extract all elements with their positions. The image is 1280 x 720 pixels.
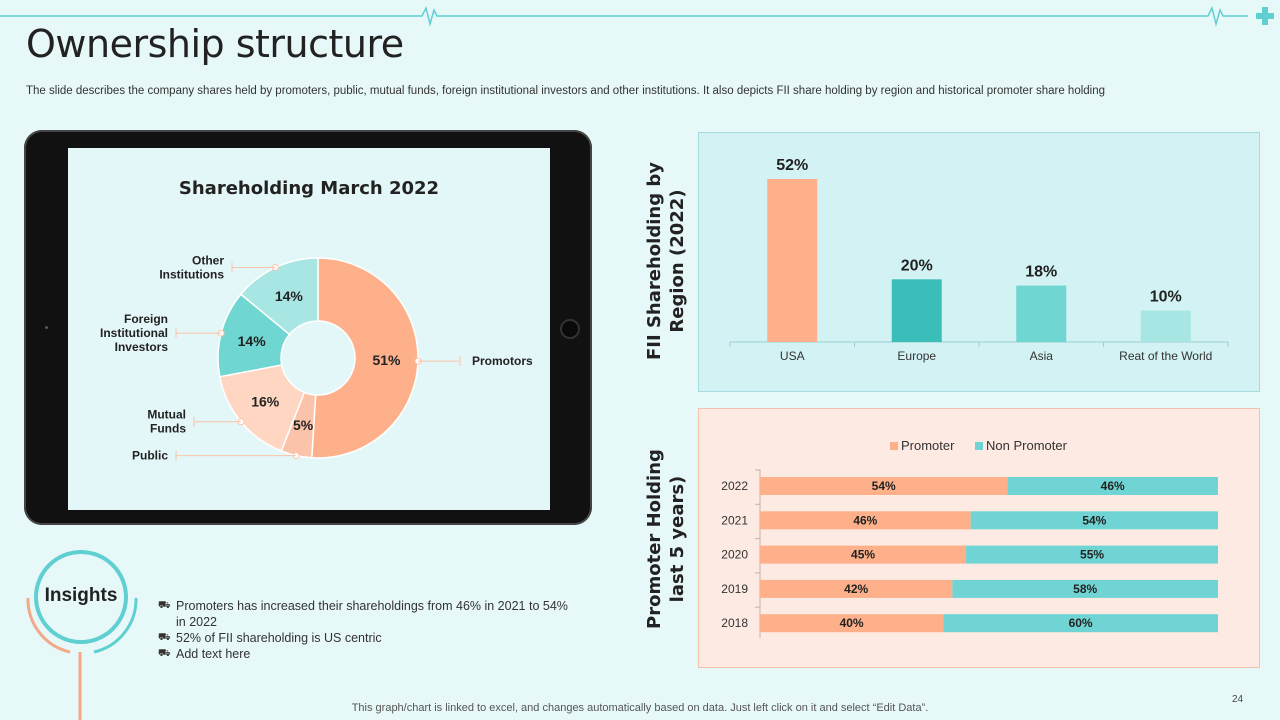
stacked-bar-segment: [760, 614, 944, 633]
pie-category-label: Institutions: [159, 268, 224, 282]
y-tick-label: 2021: [721, 513, 748, 527]
stacked-bar-segment: [952, 579, 1218, 598]
promoter-title-line-1: Promoter Holding: [644, 449, 665, 629]
pie-slice: [310, 257, 419, 459]
stacked-bar-label: 54%: [1082, 513, 1106, 527]
stacked-bar-segment: [760, 579, 953, 598]
x-tick-label: Reat of the World: [1119, 349, 1212, 363]
insight-item: ⛟ Add text here: [158, 646, 578, 662]
pie-chart-title: Shareholding March 2022: [178, 178, 440, 199]
y-tick-label: 2018: [721, 616, 748, 630]
bar-data-label: 18%: [1025, 264, 1057, 281]
pie-category-label: Other: [192, 254, 224, 268]
page-title: Ownership structure: [26, 22, 404, 66]
insights-list: ⛟ Promoters has increased their sharehold…: [158, 598, 578, 662]
insight-text-1: Promoters has increased their shareholdi…: [176, 599, 568, 629]
legend-swatch: [975, 442, 983, 450]
pie-category-label: Foreign: [124, 312, 168, 326]
stacked-bar-label: 46%: [853, 513, 877, 527]
truck-icon: ⛟: [158, 648, 171, 659]
insights-decoration: [26, 597, 138, 720]
stacked-bar-segment: [1007, 477, 1218, 495]
stacked-bar-segment: [966, 545, 1218, 564]
stacked-bar-segment: [970, 511, 1218, 530]
stacked-bar-label: 42%: [844, 582, 868, 596]
insights-badge: [34, 550, 128, 644]
stacked-bar-label: 55%: [1080, 548, 1104, 562]
truck-icon: ⛟: [158, 600, 171, 611]
pie-data-label: 16%: [251, 394, 280, 410]
stacked-bar-segment: [760, 511, 971, 530]
y-tick-label: 2020: [721, 548, 748, 562]
pie-category-label: Investors: [115, 340, 169, 354]
fii-chart-panel: [698, 132, 1260, 392]
stacked-bar-segment: [760, 545, 967, 564]
bar-data-label: 20%: [901, 257, 933, 274]
bar: [767, 179, 818, 342]
fii-title-line-1: FII Shareholding by: [644, 162, 665, 360]
pie-category-label: Institutional: [100, 326, 168, 340]
bar: [1140, 310, 1191, 342]
stacked-bar-segment: [760, 477, 1008, 495]
truck-icon: ⛟: [158, 632, 171, 643]
tablet-camera: [45, 326, 48, 329]
fii-title-line-2: Region (2022): [667, 189, 688, 333]
x-tick-label: Asia: [1030, 349, 1054, 363]
pie-data-label: 51%: [372, 352, 401, 368]
heartbeat-decoration: [0, 5, 1274, 27]
pie-chart[interactable]: 51% 5% 16% 14% 14% Promotors Public MutualFunds…: [68, 148, 550, 510]
legend-label: Promoter: [901, 438, 955, 453]
tablet-home-button: [560, 319, 580, 339]
footer-note: This graph/chart is linked to excel, and…: [351, 702, 929, 714]
stacked-bar-label: 58%: [1073, 582, 1097, 596]
legend-label: Non Promoter: [986, 438, 1068, 453]
stacked-bar-label: 46%: [1101, 479, 1125, 493]
pie-category-label: Public: [132, 449, 168, 463]
x-tick-label: USA: [780, 349, 805, 363]
fii-chart-title: FII Shareholding by Region (2022): [643, 141, 689, 381]
fii-bar-chart[interactable]: 52% USA 20% Europe 18% Asia 10% Reat of the Wor…: [698, 132, 1260, 392]
pie-category-label: Funds: [150, 422, 186, 436]
page-number: 24: [1232, 694, 1244, 705]
promoter-chart-title: Promoter Holding last 5 years): [643, 419, 689, 659]
insight-item: ⛟ 52% of FII shareholding is US centric: [158, 630, 578, 646]
bar-data-label: 10%: [1150, 289, 1182, 306]
stacked-bar-segment: [943, 614, 1218, 633]
stacked-bar-label: 54%: [872, 479, 896, 493]
bar: [891, 279, 942, 342]
pie-category-label: Mutual: [147, 408, 186, 422]
pie-data-label: 14%: [275, 288, 304, 304]
pie-slice: [218, 364, 306, 452]
y-tick-label: 2022: [721, 479, 748, 493]
insight-item: ⛟ Promoters has increased their sharehold…: [158, 598, 578, 630]
pie-slice: [239, 257, 319, 336]
promoter-title-line-2: last 5 years): [667, 475, 688, 603]
pie-data-label: 5%: [293, 417, 314, 433]
slide-description: The slide describes the company shares h…: [26, 85, 1106, 97]
insights-heading: Insights: [44, 585, 118, 606]
stacked-bar-label: 40%: [840, 616, 864, 630]
x-tick-label: Europe: [897, 349, 936, 363]
bar: [1016, 285, 1067, 342]
pie-data-label: 14%: [238, 333, 267, 349]
pie-category-label: Promotors: [472, 354, 533, 368]
stacked-bar-label: 45%: [851, 548, 875, 562]
legend-swatch: [890, 442, 898, 450]
promoter-stacked-bar-chart[interactable]: Promoter Non Promoter 2022 54% 46% 2021 46% 54%…: [698, 408, 1260, 668]
insight-text-2: 52% of FII shareholding is US centric: [176, 631, 382, 645]
insight-text-3: Add text here: [176, 647, 251, 661]
stacked-bar-label: 60%: [1069, 616, 1093, 630]
bar-data-label: 52%: [776, 157, 808, 174]
y-tick-label: 2019: [721, 582, 748, 596]
